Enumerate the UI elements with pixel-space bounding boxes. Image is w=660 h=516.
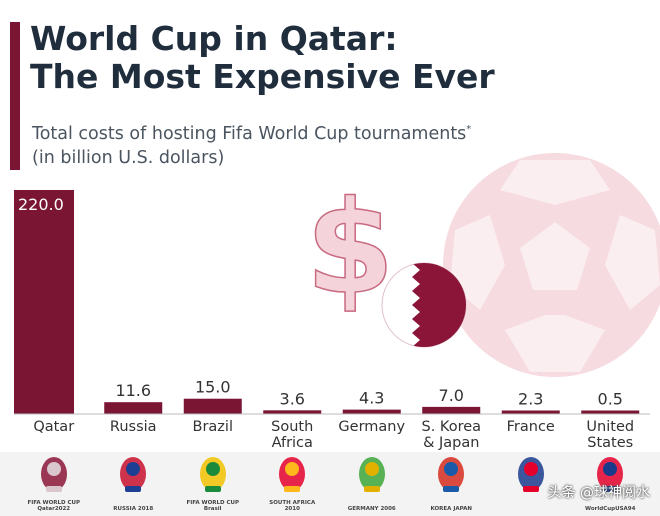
chart-subtitle: Total costs of hosting Fifa World Cup to… [32, 118, 471, 170]
value-label-6: 2.3 [518, 390, 543, 409]
bar-1 [104, 402, 163, 414]
category-label-2: Brazil [193, 419, 233, 435]
logo-caption-1: RUSSIA 2018 [113, 506, 154, 512]
category-label-7: United States [586, 419, 634, 451]
subtitle-footnote-mark: * [466, 124, 472, 135]
south-africa-2010-logo-icon [279, 457, 306, 492]
bar-2 [183, 398, 242, 414]
qatar-2022-logo: FIFA WORLD CUP Qatar2022 [24, 452, 84, 516]
category-label-5: S. Korea & Japan [421, 419, 481, 451]
brazil-2014-logo: FIFA WORLD CUP Brasil [183, 452, 243, 516]
value-label-2: 15.0 [195, 378, 231, 397]
bar-5 [422, 406, 481, 414]
bar-3 [263, 410, 322, 414]
logo-caption-7: WorldCupUSA94 [585, 506, 636, 512]
category-label-1: Russia [110, 419, 157, 435]
korea-japan-2002-logo-icon [438, 457, 465, 492]
chart-title: World Cup in Qatar: The Most Expensive E… [30, 20, 495, 96]
korea-japan-2002-logo: KOREA JAPAN [421, 452, 481, 516]
russia-2018-logo: RUSSIA 2018 [103, 452, 163, 516]
logo-caption-0: FIFA WORLD CUP Qatar2022 [27, 500, 81, 512]
bar-0 [14, 190, 74, 414]
dollar-sign-icon: $ [305, 174, 394, 323]
category-label-0: Qatar [33, 419, 74, 435]
france-1998-logo-icon [517, 457, 544, 492]
logo-caption-2: FIFA WORLD CUP Brasil [186, 500, 240, 512]
bar-chart: $ 220.0 11.6 15.0 3.6 4.3 7.0 2.3 0.5 Qatar Russ… [14, 153, 660, 451]
france-1998-logo [501, 452, 561, 516]
chart-decoration: $ [305, 153, 660, 377]
usa-1994-logo: WorldCupUSA94 [580, 452, 640, 516]
value-label-5: 7.0 [439, 386, 464, 405]
usa-1994-logo-icon [597, 457, 624, 492]
subtitle-line-1: Total costs of hosting Fifa World Cup to… [32, 118, 471, 146]
logo-caption-5: KOREA JAPAN [430, 506, 473, 512]
bar-4 [342, 409, 401, 414]
logo-caption-4: GERMANY 2006 [347, 506, 396, 512]
russia-2018-logo-icon [120, 457, 147, 492]
category-label-3: South Africa [271, 419, 313, 451]
qatar-2022-logo-icon [40, 457, 67, 492]
value-label-3: 3.6 [280, 389, 305, 408]
south-africa-2010-logo: SOUTH AFRICA 2010 [262, 452, 322, 516]
value-label-0: 220.0 [18, 195, 64, 214]
bar-7 [581, 410, 640, 414]
tournament-logos-strip: FIFA WORLD CUP Qatar2022 RUSSIA 2018 FIFA … [0, 452, 660, 516]
accent-bar [10, 22, 20, 170]
value-label-7: 0.5 [598, 390, 623, 409]
qatar-flag-icon [381, 262, 467, 348]
watermark: 头条 @球神阅水 [547, 485, 650, 501]
title-line-1: World Cup in Qatar: [30, 19, 398, 58]
logo-caption-3: SOUTH AFRICA 2010 [269, 500, 316, 512]
value-label-1: 11.6 [115, 381, 151, 400]
subtitle-line-2: (in billion U.S. dollars) [32, 147, 225, 168]
title-line-2: The Most Expensive Ever [30, 57, 495, 96]
category-label-6: France [507, 419, 555, 435]
category-label-4: Germany [338, 419, 405, 435]
value-label-4: 4.3 [359, 389, 384, 408]
germany-2006-logo-icon [358, 457, 385, 492]
brazil-2014-logo-icon [199, 457, 226, 492]
bars-layer: 220.0 11.6 15.0 3.6 4.3 7.0 2.3 0.5 [14, 190, 640, 414]
subtitle-text: Total costs of hosting Fifa World Cup to… [32, 123, 467, 144]
soccer-ball-icon [443, 153, 660, 377]
bar-6 [501, 410, 560, 414]
category-labels: Qatar Russia Brazil South Africa Germany S. Ko… [33, 419, 634, 451]
germany-2006-logo: GERMANY 2006 [342, 452, 402, 516]
